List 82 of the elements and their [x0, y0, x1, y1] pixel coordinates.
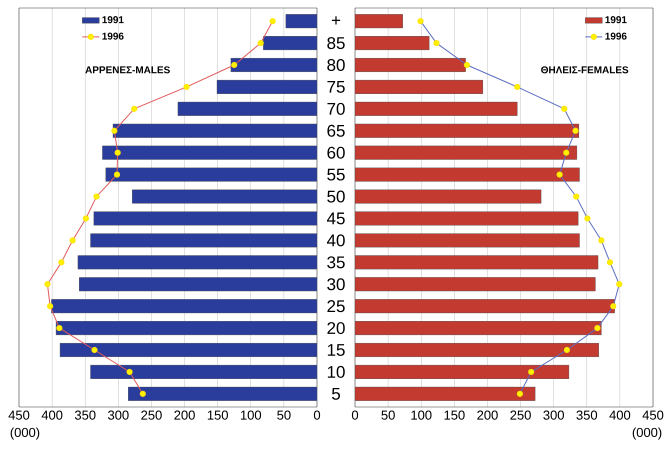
bar [79, 277, 317, 292]
x-tick-label: 300 [108, 410, 129, 420]
y-tick-label: 45 [326, 212, 345, 224]
x-tick-label: 50 [277, 410, 291, 420]
bar [355, 102, 518, 116]
x-tick-label: 0 [352, 410, 358, 420]
bar [355, 146, 578, 160]
legend-label: 1991 [605, 16, 627, 24]
bar [94, 211, 317, 226]
y-tick-label: + [332, 16, 340, 25]
x-tick-label: 50 [381, 410, 395, 420]
x-tick-label: 250 [141, 410, 162, 420]
bar [56, 321, 317, 336]
bar [90, 233, 317, 248]
x-tick-label: 350 [74, 410, 96, 420]
bar [178, 102, 317, 116]
y-tick-label: 30 [327, 278, 345, 290]
bar [355, 211, 578, 226]
bar [355, 190, 542, 204]
y-tick-label: 55 [327, 168, 345, 181]
y-tick-label: 35 [327, 256, 345, 268]
y-tick-label: 25 [327, 300, 345, 312]
x-axis-title: (000) [632, 428, 662, 440]
bar [355, 124, 580, 138]
bar [106, 168, 317, 182]
y-tick-label: 75 [327, 81, 345, 93]
bar [78, 255, 317, 270]
x-tick-label: 400 [42, 410, 62, 420]
x-tick-label: 100 [240, 410, 262, 420]
y-tick-label: 50 [327, 190, 345, 203]
bar [355, 233, 580, 248]
annotation: ΘΗΛΕΙΣ-FEMALES [541, 66, 628, 74]
y-tick-label: 80 [327, 59, 345, 72]
bar [355, 36, 430, 50]
bar [128, 386, 317, 401]
y-tick-label: 15 [328, 344, 345, 356]
y-tick-label: 70 [327, 102, 345, 115]
legend-label: 1996 [605, 32, 627, 40]
bar [102, 146, 317, 160]
bar [90, 364, 317, 379]
x-tick-label: 0 [314, 410, 320, 420]
bar [216, 80, 317, 94]
x-tick-label: 100 [411, 410, 432, 420]
bar [112, 124, 317, 138]
x-tick-label: 200 [174, 410, 195, 420]
bar [355, 321, 602, 336]
bar [355, 255, 598, 270]
bar [263, 36, 317, 50]
bar [355, 58, 466, 72]
x-tick-label: 450 [642, 410, 664, 420]
bar [286, 14, 317, 28]
y-tick-label: 85 [327, 37, 345, 50]
bar [355, 343, 599, 357]
x-tick-label: 400 [609, 410, 630, 420]
bar [355, 168, 580, 182]
bar [355, 299, 615, 314]
x-tick-label: 150 [444, 410, 465, 420]
bar [355, 364, 570, 379]
x-tick-label: 150 [208, 410, 228, 420]
bar [355, 386, 536, 401]
legend-label: 1996 [102, 32, 124, 40]
y-tick-label: 10 [328, 366, 345, 378]
bar [355, 80, 484, 94]
x-tick-label: 200 [477, 410, 498, 420]
y-tick-label: 40 [326, 234, 345, 246]
y-tick-label: 20 [327, 322, 345, 334]
x-tick-label: 250 [510, 410, 531, 420]
bar [230, 58, 317, 72]
bar [132, 190, 317, 204]
y-tick-label: 5 [332, 388, 340, 400]
legend-label: 1991 [102, 16, 124, 24]
x-axis-title: (000) [10, 428, 40, 440]
bar [51, 299, 317, 314]
x-tick-label: 450 [8, 410, 30, 420]
x-tick-label: 300 [543, 410, 564, 420]
bar [355, 14, 403, 28]
bar [355, 277, 596, 292]
bar [60, 343, 317, 357]
y-tick-label: 65 [327, 124, 345, 137]
x-tick-label: 350 [576, 410, 598, 420]
annotation: ΑΡΡΕΝΕΣ-MALES [85, 66, 170, 74]
y-tick-label: 60 [327, 146, 345, 159]
